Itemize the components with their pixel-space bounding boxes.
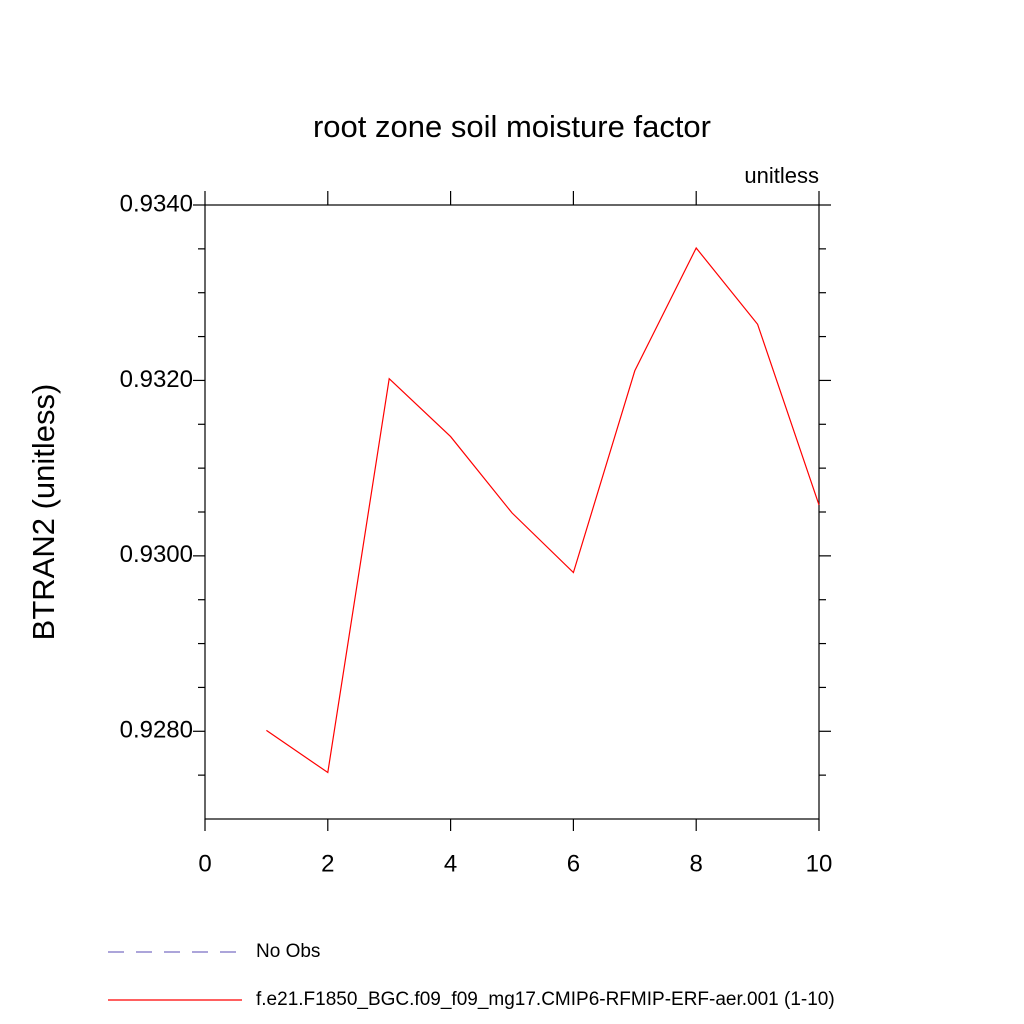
x-tick-label: 2 [321,850,334,877]
y-tick-label: 0.9280 [120,717,193,744]
x-tick-label: 10 [806,850,833,877]
units-label: unitless [744,163,819,188]
y-tick-label: 0.9300 [120,541,193,568]
x-tick-label: 4 [444,850,457,877]
y-tick-label: 0.9320 [120,366,193,393]
y-tick-label: 0.9340 [120,190,193,217]
chart-title: root zone soil moisture factor [313,109,711,144]
x-tick-label: 6 [567,850,580,877]
legend-label: No Obs [256,941,320,962]
series-line [266,246,820,774]
x-tick-label: 8 [690,850,703,877]
legend-label: f.e21.F1850_BGC.f09_f09_mg17.CMIP6-RFMIP… [256,989,835,1010]
x-tick-label: 0 [198,850,211,877]
y-axis-label: BTRAN2 (unitless) [26,384,61,641]
